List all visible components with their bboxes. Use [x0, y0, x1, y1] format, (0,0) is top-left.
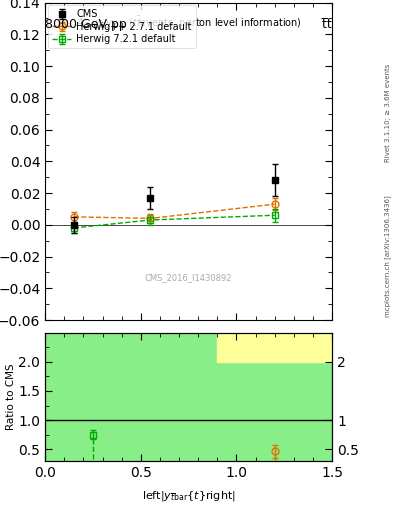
Text: CMS_2016_I1430892: CMS_2016_I1430892: [145, 273, 232, 282]
Text: 8000 GeV pp: 8000 GeV pp: [45, 18, 127, 31]
Legend: CMS, Herwig++ 2.7.1 default, Herwig 7.2.1 default: CMS, Herwig++ 2.7.1 default, Herwig 7.2.…: [48, 6, 196, 48]
Text: $A_C$ vs $y_{\bar{t}bar}$ ($t\bar{t}$events, parton level information): $A_C$ vs $y_{\bar{t}bar}$ ($t\bar{t}$eve…: [76, 15, 301, 31]
Text: mcplots.cern.ch [arXiv:1306.3436]: mcplots.cern.ch [arXiv:1306.3436]: [384, 195, 391, 317]
Text: $\mathrm{left}|y_{\overline{t}\mathrm{bar}}\{t\}\mathrm{right}|$: $\mathrm{left}|y_{\overline{t}\mathrm{ba…: [142, 489, 235, 503]
Text: Rivet 3.1.10; ≥ 3.6M events: Rivet 3.1.10; ≥ 3.6M events: [385, 63, 391, 162]
Text: t̅t: t̅t: [322, 18, 332, 31]
Y-axis label: Ratio to CMS: Ratio to CMS: [6, 364, 16, 430]
